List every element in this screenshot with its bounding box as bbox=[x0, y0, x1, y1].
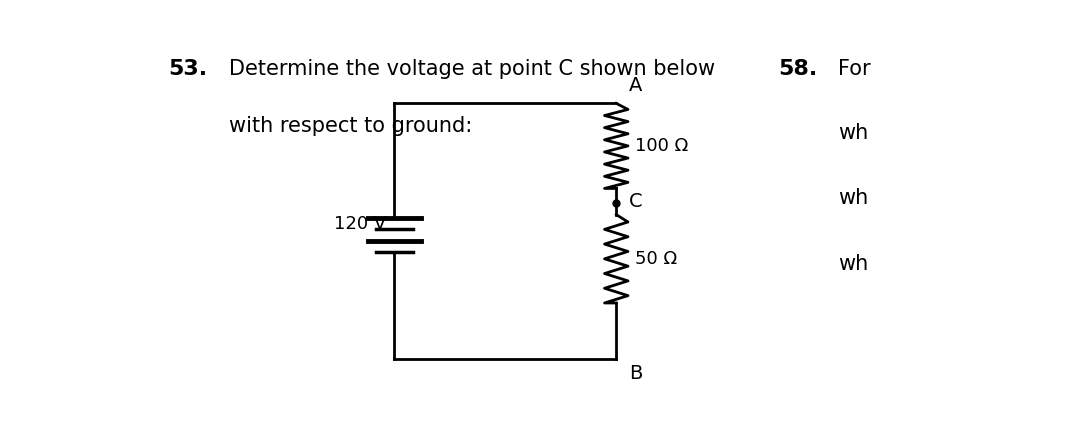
Text: 53.: 53. bbox=[168, 59, 207, 79]
Text: wh: wh bbox=[838, 123, 868, 143]
Text: 50 Ω: 50 Ω bbox=[635, 250, 677, 268]
Text: wh: wh bbox=[838, 254, 868, 274]
Text: B: B bbox=[629, 363, 643, 382]
Text: A: A bbox=[629, 76, 643, 95]
Text: Determine the voltage at point C shown below: Determine the voltage at point C shown b… bbox=[229, 59, 715, 79]
Text: wh: wh bbox=[838, 188, 868, 208]
Text: For: For bbox=[838, 59, 870, 79]
Text: 58.: 58. bbox=[778, 59, 818, 79]
Text: 120 V: 120 V bbox=[334, 215, 387, 233]
Text: with respect to ground:: with respect to ground: bbox=[229, 116, 472, 136]
Text: C: C bbox=[629, 192, 643, 211]
Text: 100 Ω: 100 Ω bbox=[635, 137, 688, 155]
